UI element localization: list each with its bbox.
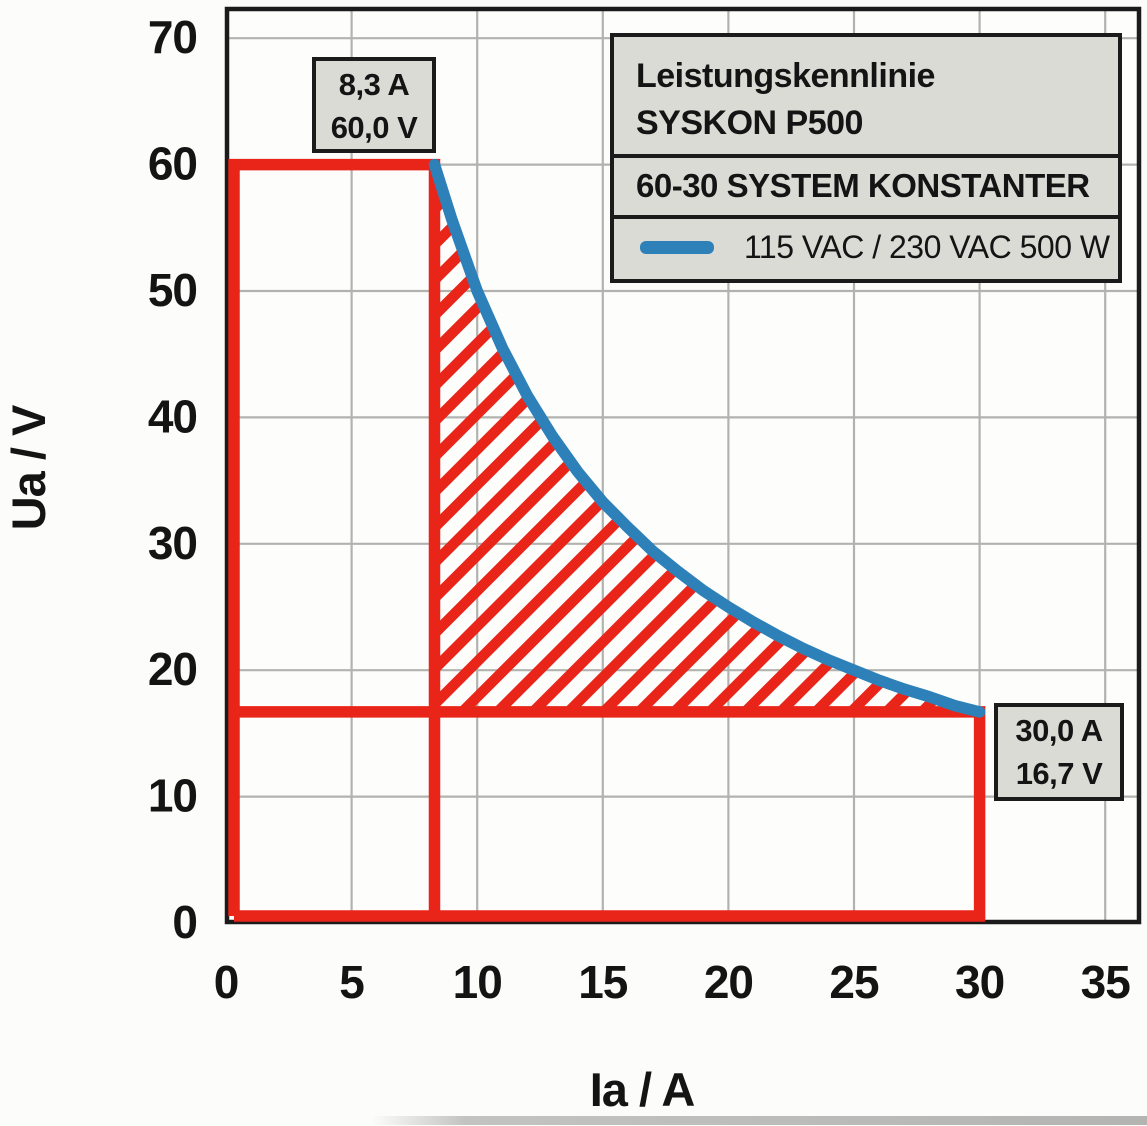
legend-subtitle: 60-30 SYSTEM KONSTANTER xyxy=(614,158,1118,219)
x-tick-label: 25 xyxy=(829,956,879,1008)
y-tick-label: 0 xyxy=(172,896,197,948)
x-tick-label: 35 xyxy=(1081,956,1131,1008)
y-tick-label: 50 xyxy=(148,264,197,316)
series-label: 115 VAC / 230 VAC 500 W xyxy=(744,228,1110,265)
annotation-max-voltage-volts: 60,0 V xyxy=(330,110,418,145)
y-axis-title: Ua / V xyxy=(2,405,55,531)
x-tick-label: 20 xyxy=(704,956,753,1008)
annotation-max-current-amps: 30,0 A xyxy=(1015,713,1103,748)
scan-artifact-strip xyxy=(372,1116,1147,1125)
y-tick-label: 30 xyxy=(148,517,197,569)
x-tick-label: 30 xyxy=(955,956,1004,1008)
annotation-max-current: 30,0 A 16,7 V xyxy=(994,703,1124,801)
legend-series-entry: 115 VAC / 230 VAC 500 W xyxy=(614,219,1118,275)
annotation-max-current-volts: 16,7 V xyxy=(1015,756,1103,791)
y-tick-label: 20 xyxy=(148,643,197,695)
annotation-max-voltage: 8,3 A 60,0 V xyxy=(312,57,436,153)
x-axis-title: Ia / A xyxy=(589,1063,696,1116)
y-tick-label: 10 xyxy=(148,770,197,822)
legend-title-line1: Leistungskennlinie xyxy=(636,57,935,95)
legend-subtitle-text: 60-30 SYSTEM KONSTANTER xyxy=(636,167,1090,204)
limit-outline xyxy=(228,158,986,922)
y-tick-label: 60 xyxy=(148,138,197,190)
legend-title-line2: SYSKON P500 xyxy=(636,104,863,142)
y-tick-label: 40 xyxy=(148,390,197,442)
x-tick-label: 0 xyxy=(214,956,239,1008)
hatch-area xyxy=(434,164,980,712)
x-tick-label: 5 xyxy=(339,956,364,1008)
x-tick-label: 10 xyxy=(453,956,502,1008)
series-line-swatch xyxy=(640,240,714,254)
power-curve-500w xyxy=(428,158,986,718)
x-tick-label: 15 xyxy=(578,956,628,1008)
plot-border xyxy=(224,6,1142,925)
y-tick-label: 70 xyxy=(148,11,197,63)
legend-title-block: Leistungskennlinie SYSKON P500 xyxy=(614,37,1118,158)
annotation-max-voltage-current: 8,3 A xyxy=(338,67,410,102)
legend-box: Leistungskennlinie SYSKON P500 60-30 SYS… xyxy=(610,33,1122,283)
